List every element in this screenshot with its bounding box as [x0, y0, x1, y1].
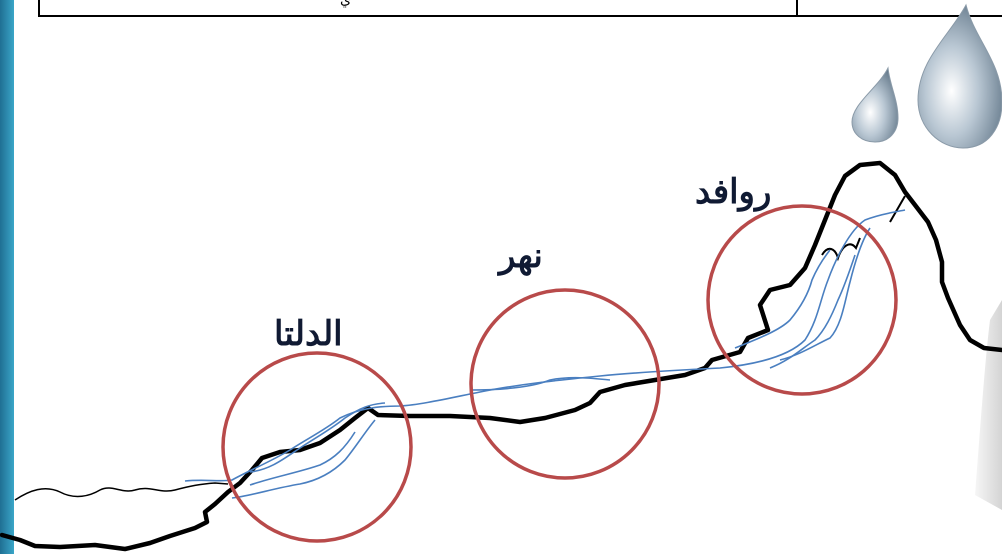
- river-line: [469, 376, 611, 391]
- paper-corner: [975, 300, 1002, 510]
- delta-circle: [221, 351, 413, 543]
- terrain-line: [0, 160, 1002, 552]
- table-cell-text: ي: [340, 0, 351, 8]
- river-lines: [184, 209, 906, 499]
- table-cell-divider: [796, 0, 798, 15]
- slide-side-bar: [0, 0, 14, 554]
- river-line: [779, 227, 871, 361]
- header-table: ي: [38, 0, 1002, 17]
- river-line: [184, 209, 906, 482]
- river-line: [249, 402, 386, 473]
- river-circle: [469, 288, 661, 480]
- river-line: [231, 419, 376, 499]
- river-line: [249, 431, 356, 486]
- water-drop-icon: [917, 3, 1002, 149]
- highlight-circles: [221, 204, 898, 543]
- river-line: [734, 249, 831, 349]
- label-tributaries: روافد: [695, 172, 772, 212]
- label-delta: الدلتا: [274, 314, 343, 354]
- label-river: نهر: [499, 236, 543, 276]
- water-drop-icon: [851, 66, 899, 143]
- tributaries-circle: [706, 204, 898, 396]
- terrain-line-thin: [14, 482, 229, 501]
